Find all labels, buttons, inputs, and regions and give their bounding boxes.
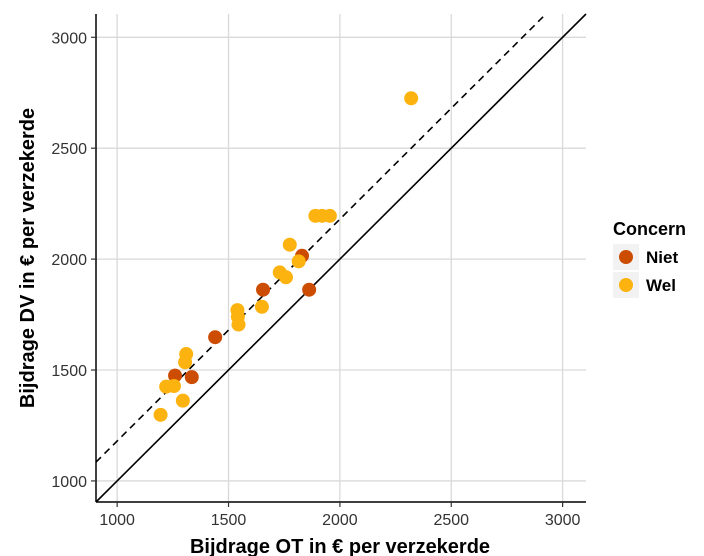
x-tick-label: 2500: [433, 512, 469, 529]
point-wel: [153, 407, 168, 422]
point-niet: [256, 282, 271, 297]
point-niet: [208, 330, 223, 345]
data-points: [153, 91, 419, 422]
legend: Concern Niet Wel: [613, 219, 686, 298]
point-wel: [166, 378, 181, 393]
point-wel: [254, 299, 269, 314]
x-axis-title: Bijdrage OT in € per verzekerde: [190, 536, 490, 556]
legend-label-wel: Wel: [646, 276, 676, 295]
y-tick-label: 2500: [51, 141, 87, 158]
reference-lines: [95, 13, 587, 503]
point-wel: [404, 91, 419, 106]
legend-title: Concern: [613, 219, 686, 239]
x-tick-label: 2000: [322, 512, 358, 529]
point-wel: [291, 254, 306, 269]
axes: [95, 14, 586, 503]
x-axis-ticks: 1000 1500 2000 2500 3000: [99, 502, 581, 529]
y-tick-label: 3000: [51, 30, 87, 47]
y-axis-ticks: 1000 1500 2000 2500 3000: [51, 30, 96, 491]
y-tick-label: 1000: [51, 474, 87, 491]
point-wel: [282, 237, 297, 252]
y-axis-title: Bijdrage DV in € per verzekerde: [17, 108, 39, 408]
x-tick-label: 1000: [99, 512, 135, 529]
point-wel: [179, 347, 194, 362]
point-wel: [278, 270, 293, 285]
identity-line: [95, 13, 587, 503]
point-niet: [168, 368, 183, 383]
y-tick-label: 1500: [51, 363, 87, 380]
legend-label-niet: Niet: [646, 248, 678, 267]
point-niet: [302, 282, 317, 297]
x-tick-label: 3000: [545, 512, 581, 529]
point-wel: [175, 393, 190, 408]
point-wel: [322, 208, 337, 223]
point-niet: [184, 370, 199, 385]
legend-key-niet: [619, 250, 633, 264]
legend-key-wel: [619, 278, 633, 292]
y-tick-label: 2000: [51, 252, 87, 269]
dashed-reference-line: [95, 13, 547, 463]
x-tick-label: 1500: [211, 512, 247, 529]
point-wel: [231, 317, 246, 332]
